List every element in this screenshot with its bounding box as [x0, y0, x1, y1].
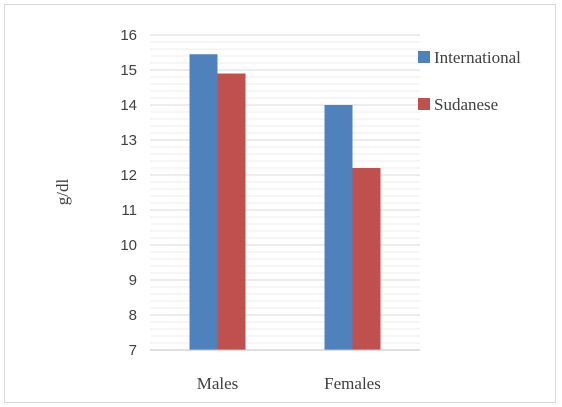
y-tick-label: 8	[129, 307, 137, 324]
legend: International Sudanese	[418, 48, 521, 114]
y-axis-ticks: 7 8 9 10 11 12 13 14 15 16	[120, 27, 137, 359]
bars	[189, 54, 381, 350]
x-tick-label: Females	[324, 374, 381, 393]
bar-sudanese-males	[217, 73, 246, 350]
legend-label-international: International	[434, 48, 521, 67]
legend-swatch-sudanese	[418, 98, 430, 110]
y-axis-label: g/dl	[53, 179, 72, 206]
y-tick-label: 7	[129, 342, 137, 359]
bar-sudanese-females	[352, 168, 381, 350]
bar-international-males	[189, 54, 218, 350]
y-tick-label: 13	[120, 132, 137, 149]
y-tick-label: 10	[120, 237, 137, 254]
x-axis-ticks: Males Females	[197, 374, 381, 393]
x-tick-label: Males	[197, 374, 239, 393]
y-tick-label: 16	[120, 27, 137, 44]
y-tick-label: 11	[121, 202, 137, 219]
y-tick-label: 15	[120, 62, 137, 79]
y-tick-label: 14	[120, 97, 137, 114]
y-tick-label: 12	[120, 167, 137, 184]
bar-international-females	[324, 105, 353, 350]
legend-swatch-international	[418, 51, 430, 63]
y-tick-label: 9	[129, 272, 137, 289]
legend-label-sudanese: Sudanese	[434, 95, 498, 114]
